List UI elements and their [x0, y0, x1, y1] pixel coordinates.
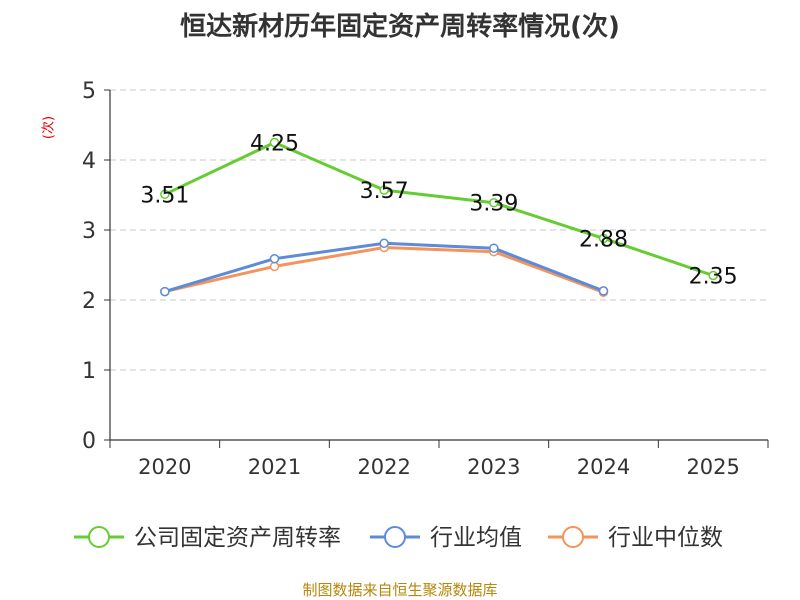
y-tick-label: 0	[82, 429, 96, 454]
data-point	[379, 185, 389, 195]
data-point	[160, 189, 170, 200]
series-line	[164, 246, 605, 294]
data-point	[708, 270, 718, 281]
data-label: 3.57	[360, 179, 409, 204]
y-tick-label: 3	[82, 219, 96, 244]
x-tick-label: 2022	[357, 455, 410, 479]
y-tick-label: 4	[82, 149, 96, 174]
data-label: 3.39	[469, 192, 518, 217]
x-tick-label: 2020	[138, 455, 191, 479]
data-point	[269, 137, 280, 148]
legend-marker	[384, 526, 406, 548]
data-point	[489, 243, 499, 253]
data-point	[489, 197, 499, 208]
chart-title: 恒达新材历年固定资产周转率情况(次)	[180, 12, 620, 42]
data-point	[379, 238, 389, 249]
legend-label: 行业均值	[430, 525, 522, 551]
data-point	[598, 286, 609, 296]
data-source-note: 制图数据来自恒生聚源数据库	[302, 581, 498, 599]
legend-item: 公司固定资产周转率	[74, 525, 341, 551]
x-tick-label: 2024	[577, 455, 630, 479]
legend-label: 行业中位数	[608, 525, 723, 551]
y-tick-label: 1	[82, 359, 96, 384]
data-point	[598, 233, 609, 244]
data-point	[160, 286, 170, 297]
legend-item: 行业均值	[370, 525, 522, 551]
data-label: 4.25	[250, 132, 299, 157]
data-label: 2.88	[579, 227, 628, 252]
series-line	[164, 141, 714, 277]
legend-label: 公司固定资产周转率	[134, 525, 341, 551]
data-point	[269, 253, 280, 264]
y-tick-label: 5	[82, 79, 96, 104]
legend-item: 行业中位数	[548, 525, 723, 551]
data-label: 2.35	[689, 265, 738, 290]
legend-marker	[88, 526, 110, 548]
x-tick-label: 2023	[467, 455, 520, 479]
y-tick-label: 2	[82, 289, 96, 314]
data-point	[269, 261, 280, 272]
legend-marker	[562, 526, 584, 548]
x-tick-label: 2021	[248, 455, 301, 479]
x-tick-label: 2025	[686, 455, 739, 479]
data-label: 3.51	[140, 183, 189, 208]
